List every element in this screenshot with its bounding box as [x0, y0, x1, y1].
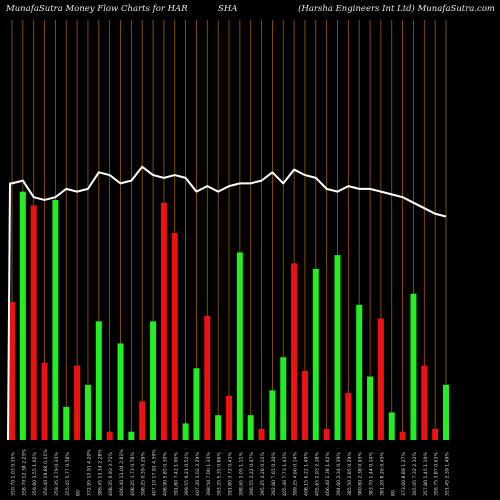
- bar: [312, 268, 319, 440]
- x-tick-label: 372.95 13.91 4.20%: [86, 449, 92, 496]
- bar: [95, 321, 102, 440]
- bar: [443, 384, 449, 440]
- x-tick-label: 386.45 13.14 2.28%: [97, 449, 103, 496]
- x-tick-label: 80: [76, 490, 82, 496]
- x-tick-label: 359.80 3.55 1.02%: [32, 452, 38, 496]
- bar: [410, 293, 417, 440]
- x-tick-label: 407.10 17.91 4.39%: [152, 449, 158, 496]
- x-tick-label: 399.55 9.21 0.52%: [184, 452, 190, 496]
- x-tick-label: 395.25 4.28 0.11%: [260, 452, 266, 496]
- x-tick-label: 350.70 1.03 0.35%: [11, 452, 17, 496]
- x-tick-label: 408.25 3.73 0.78%: [130, 452, 136, 496]
- x-tick-label: 351.45 2.39 1.49%: [445, 452, 451, 496]
- x-tick-label: 381.20 8.26 0.45%: [379, 452, 385, 496]
- x-tick-label: 394.60 2.34 0.39%: [336, 452, 342, 496]
- bar: [9, 302, 15, 440]
- x-tick-label: 405.40 7.73 1.43%: [282, 452, 288, 496]
- bar: [356, 304, 363, 440]
- x-tick-labels: 350.70 1.03 0.35% 358.70 12.38 2.23% 359.8…: [11, 449, 451, 496]
- x-tick-label: 391.80 7.42 1.00%: [173, 452, 179, 496]
- bar: [193, 368, 200, 440]
- bar: [291, 263, 298, 440]
- x-tick-label: 356.40 19.86 0.11%: [43, 449, 49, 496]
- x-tick-label: 408.15 6.22 1.49%: [303, 452, 309, 496]
- x-tick-label: 396.55 2.22 0.47%: [249, 452, 255, 496]
- x-tick-label: 385.50 2.85 0.29%: [347, 452, 353, 496]
- bar: [30, 205, 37, 440]
- bar: [204, 315, 211, 440]
- x-tick-label: 398.50 7.00 1.33%: [206, 452, 212, 496]
- bar: [323, 428, 330, 440]
- bar: [182, 423, 189, 440]
- x-tick-label: 365.05 7.32 2.32%: [412, 452, 418, 496]
- x-tick-label: 80: [390, 490, 396, 496]
- bar: [345, 393, 352, 440]
- x-tick-label: 406.40 13.04 2.81%: [119, 449, 125, 496]
- bar: [269, 390, 276, 440]
- bar: [41, 362, 48, 440]
- bar: [139, 401, 146, 440]
- bar-series: [9, 191, 449, 440]
- x-tick-label: 408.35 0.93 3.71%: [108, 452, 114, 496]
- bar: [334, 255, 341, 440]
- chart-subtitle: (Harsha Engineers Int Ltd) MunafaSutra.c…: [298, 4, 495, 14]
- bar: [236, 252, 243, 440]
- x-tick-label: 399.25 4.66 0.14%: [293, 452, 299, 496]
- bar: [19, 191, 26, 440]
- price-line: [7, 165, 447, 441]
- x-tick-label: 408.90 5.85 0.30%: [162, 452, 168, 496]
- bar: [258, 428, 265, 440]
- bar: [215, 415, 222, 440]
- bar: [128, 431, 135, 440]
- bar: [301, 371, 308, 440]
- bar: [171, 233, 178, 440]
- x-tick-label: 357.80 1.45 1.19%: [423, 452, 429, 496]
- bar: [106, 431, 113, 440]
- x-tick-label: 406.40 1.38 1.62%: [325, 452, 331, 496]
- x-tick-label: 358.70 12.38 2.23%: [21, 449, 27, 496]
- x-tick-label: 405.65 2.93 2.18%: [314, 452, 320, 496]
- x-tick-label: 380.80 2.38 0.93%: [358, 452, 364, 496]
- bar: [117, 343, 124, 440]
- x-tick-label: 355.45 5.77 0.58%: [65, 452, 71, 496]
- chart-title: MunafaSutra Money Flow Charts for HAR: [6, 4, 188, 14]
- x-tick-label: 359.35 3.79 0.33%: [54, 452, 60, 496]
- bar: [63, 406, 70, 440]
- bar: [52, 199, 59, 440]
- x-tick-label: 398.65 3.05 1.11%: [238, 452, 244, 496]
- chart-symbol: SHA: [218, 4, 238, 14]
- x-tick-label: 356.75 3.87 0.63%: [434, 452, 440, 496]
- bar: [226, 395, 232, 440]
- bar: [388, 412, 395, 440]
- bar: [247, 415, 254, 440]
- x-tick-label: 391.80 3.72 0.43%: [228, 452, 234, 496]
- x-tick-label: 407.20 3.02 3.29%: [195, 452, 201, 496]
- bar: [377, 318, 384, 440]
- x-tick-label: 398.25 0.39 0.29%: [141, 452, 147, 496]
- bar: [399, 431, 406, 440]
- bar: [84, 384, 91, 440]
- x-tick-label: 383.70 1.44 0.14%: [369, 452, 375, 496]
- bar: [74, 365, 81, 440]
- bar: [367, 376, 374, 440]
- bar: [150, 321, 157, 440]
- x-tick-label: 393.35 5.35 0.86%: [217, 452, 223, 496]
- x-tick-label: 373.60 8.89 1.27%: [401, 452, 407, 496]
- bar: [280, 357, 287, 440]
- x-tick-label: 392.80 7.65 0.30%: [271, 452, 277, 496]
- bar: [160, 202, 167, 440]
- bar: [421, 365, 428, 440]
- price-line-layer: [7, 165, 447, 441]
- bar: [432, 428, 439, 440]
